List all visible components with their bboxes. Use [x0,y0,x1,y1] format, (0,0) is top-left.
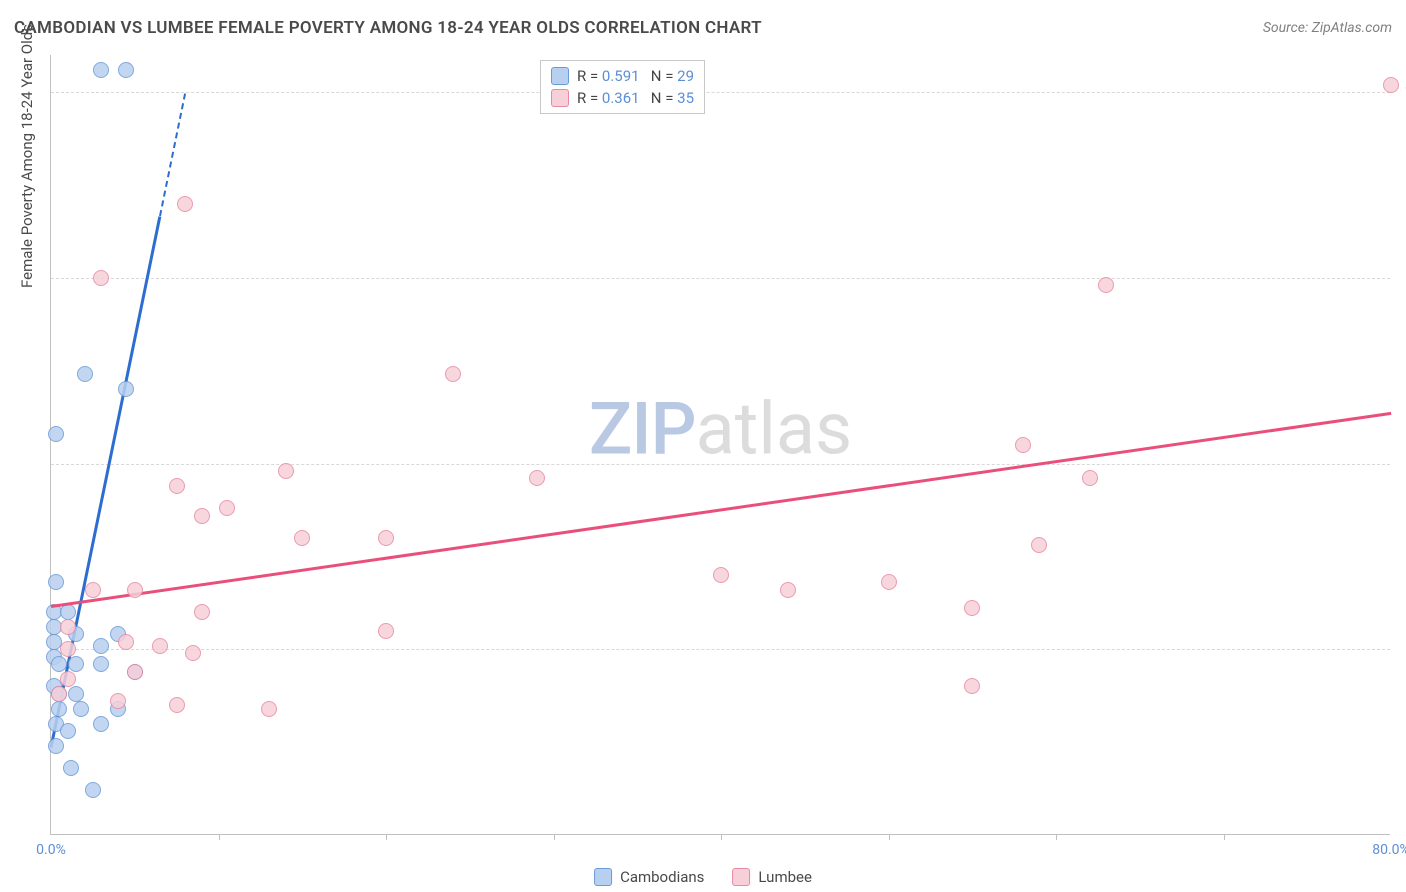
data-point [185,645,201,661]
data-point [127,582,143,598]
y-tick-label: 25.0% [1395,641,1406,657]
x-tick [219,834,220,840]
data-point [780,582,796,598]
data-point [48,426,64,442]
legend-label: Lumbee [758,868,812,886]
data-point [60,641,76,657]
data-point [48,738,64,754]
data-point [194,508,210,524]
data-point [118,634,134,650]
legend-swatch [551,89,569,107]
data-point [169,697,185,713]
data-point [60,619,76,635]
legend-swatch [594,868,612,886]
data-point [1383,77,1399,93]
legend-row: R = 0.591 N = 29 [551,65,694,87]
gridline-h [51,92,1390,93]
data-point [1098,277,1114,293]
legend-stats: R = 0.361 N = 35 [577,89,694,107]
data-point [118,62,134,78]
data-point [93,638,109,654]
scatter-plot: ZIPatlas 25.0%50.0%75.0%100.0%0.0%80.0% [50,55,1390,835]
y-tick-label: 50.0% [1395,456,1406,472]
data-point [278,463,294,479]
data-point [294,530,310,546]
data-point [1082,470,1098,486]
data-point [445,366,461,382]
legend-item: Lumbee [732,868,812,886]
data-point [713,567,729,583]
data-point [93,656,109,672]
x-tick [1224,834,1225,840]
data-point [118,381,134,397]
source-label: Source: ZipAtlas.com [1263,20,1392,36]
data-point [1015,437,1031,453]
data-point [219,500,235,516]
data-point [127,664,143,680]
watermark-atlas: atlas [696,386,853,471]
data-point [85,582,101,598]
data-point [51,686,67,702]
x-tick [554,834,555,840]
data-point [60,723,76,739]
correlation-legend: R = 0.591 N = 29 R = 0.361 N = 35 [540,60,705,114]
data-point [194,604,210,620]
data-point [169,478,185,494]
legend-item: Cambodians [594,868,704,886]
data-point [964,678,980,694]
legend-swatch [551,67,569,85]
x-tick [386,834,387,840]
data-point [68,686,84,702]
data-point [378,623,394,639]
data-point [73,701,89,717]
data-point [177,196,193,212]
data-point [529,470,545,486]
data-point [93,62,109,78]
data-point [51,701,67,717]
data-point [93,716,109,732]
y-axis-title: Female Poverty Among 18-24 Year Olds [18,24,36,288]
gridline-h [51,278,1390,279]
data-point [48,574,64,590]
legend-row: R = 0.361 N = 35 [551,87,694,109]
data-point [63,760,79,776]
data-point [60,604,76,620]
x-tick [1056,834,1057,840]
x-tick [889,834,890,840]
data-point [51,656,67,672]
data-point [77,366,93,382]
gridline-h [51,649,1390,650]
watermark: ZIPatlas [589,386,852,471]
data-point [881,574,897,590]
data-point [85,782,101,798]
legend-swatch [732,868,750,886]
data-point [93,270,109,286]
legend-label: Cambodians [620,868,704,886]
data-point [68,656,84,672]
gridline-h [51,464,1390,465]
data-point [964,600,980,616]
y-tick-label: 75.0% [1395,270,1406,286]
chart-title: CAMBODIAN VS LUMBEE FEMALE POVERTY AMONG… [14,18,762,38]
series-legend: Cambodians Lumbee [594,868,812,886]
x-tick-label: 0.0% [36,842,66,858]
data-point [1031,537,1047,553]
data-point [378,530,394,546]
data-point [60,671,76,687]
data-point [261,701,277,717]
x-tick [721,834,722,840]
data-point [152,638,168,654]
watermark-zip: ZIP [589,386,696,471]
legend-stats: R = 0.591 N = 29 [577,67,694,85]
x-tick-label: 80.0% [1372,842,1406,858]
data-point [110,693,126,709]
